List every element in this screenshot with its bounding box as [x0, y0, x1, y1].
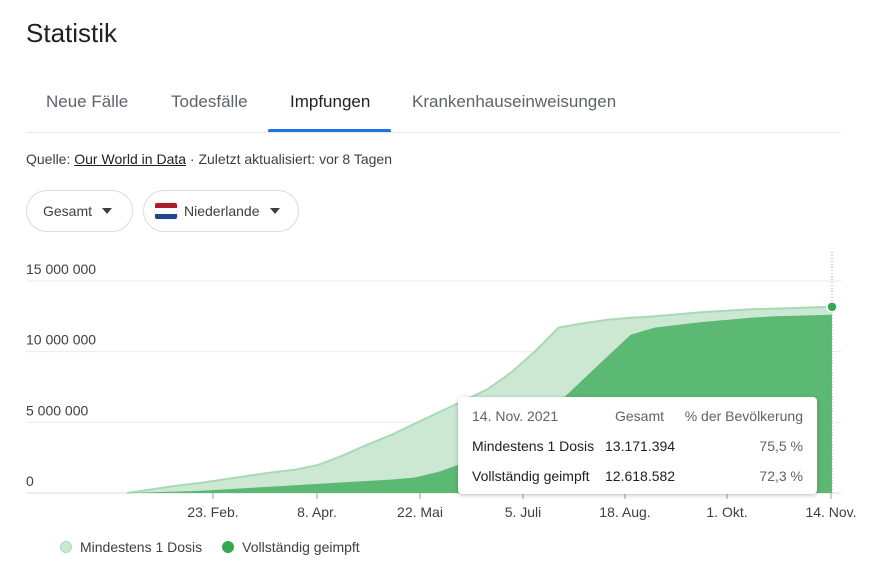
x-tick-label: 8. Apr. — [297, 504, 337, 520]
legend-label-fully: Vollständig geimpft — [242, 539, 360, 555]
netherlands-flag-icon — [155, 203, 177, 219]
legend-swatch-fully — [222, 541, 235, 553]
chart-tooltip: 14. Nov. 2021 Gesamt % der Bevölkerung M… — [458, 397, 817, 494]
chevron-down-icon — [102, 208, 113, 214]
country-dropdown[interactable]: Niederlande — [143, 190, 299, 232]
tooltip-date: 14. Nov. 2021 — [472, 408, 559, 424]
x-tick-label: 18. Aug. — [599, 504, 650, 520]
page-title: Statistik — [26, 18, 118, 48]
country-dropdown-label: Niederlande — [184, 203, 260, 219]
hover-point — [826, 301, 838, 313]
source-link[interactable]: Our World in Data — [74, 151, 187, 167]
source-prefix: Quelle: — [26, 151, 71, 167]
x-tick-label: 22. Mai — [397, 504, 443, 520]
y-tick-label: 10 000 000 — [26, 332, 96, 348]
active-tab-indicator — [268, 129, 391, 132]
tab-impfungen[interactable]: Impfungen — [290, 92, 371, 111]
x-tick-label: 23. Feb. — [187, 504, 238, 520]
tab-neue-faelle[interactable]: Neue Fälle — [46, 92, 129, 111]
tab-todesfaelle[interactable]: Todesfälle — [171, 92, 248, 111]
legend-label-first-dose: Mindestens 1 Dosis — [80, 539, 203, 555]
x-tick-label: 14. Nov. — [805, 504, 856, 520]
tooltip-col-pct: % der Bevölkerung — [684, 408, 803, 424]
tooltip-row-value: 12.618.582 — [605, 468, 676, 484]
y-tick-label: 5 000 000 — [26, 402, 88, 418]
legend-swatch-first-dose — [60, 541, 72, 553]
tooltip-row-pct: 75,5 % — [759, 438, 803, 454]
x-tick-label: 5. Juli — [505, 504, 542, 520]
metric-dropdown[interactable]: Gesamt — [26, 190, 133, 232]
tab-krankenhauseinweisungen[interactable]: Krankenhauseinweisungen — [412, 92, 617, 111]
y-tick-label: 15 000 000 — [26, 261, 96, 277]
metric-dropdown-label: Gesamt — [43, 203, 93, 219]
source-line: Quelle: Our World in Data · Zuletzt aktu… — [26, 151, 392, 167]
y-tick-label: 0 — [26, 473, 34, 489]
chart-legend: Mindestens 1 Dosis Vollständig geimpft — [60, 539, 360, 555]
x-tick-label: 1. Okt. — [706, 504, 747, 520]
tooltip-row-label: Mindestens 1 Dosis — [472, 438, 595, 454]
tooltip-row-value: 13.171.394 — [605, 438, 676, 454]
tooltip-row-label: Vollständig geimpft — [472, 468, 590, 484]
tab-bar: Neue Fälle Todesfälle Impfungen Krankenh… — [26, 80, 841, 133]
tooltip-col-total: Gesamt — [615, 408, 665, 424]
line-first-dose — [126, 305, 833, 494]
tooltip-row-pct: 72,3 % — [759, 468, 803, 484]
chevron-down-icon — [269, 208, 280, 214]
source-updated: · Zuletzt aktualisiert: vor 8 Tagen — [189, 151, 392, 167]
